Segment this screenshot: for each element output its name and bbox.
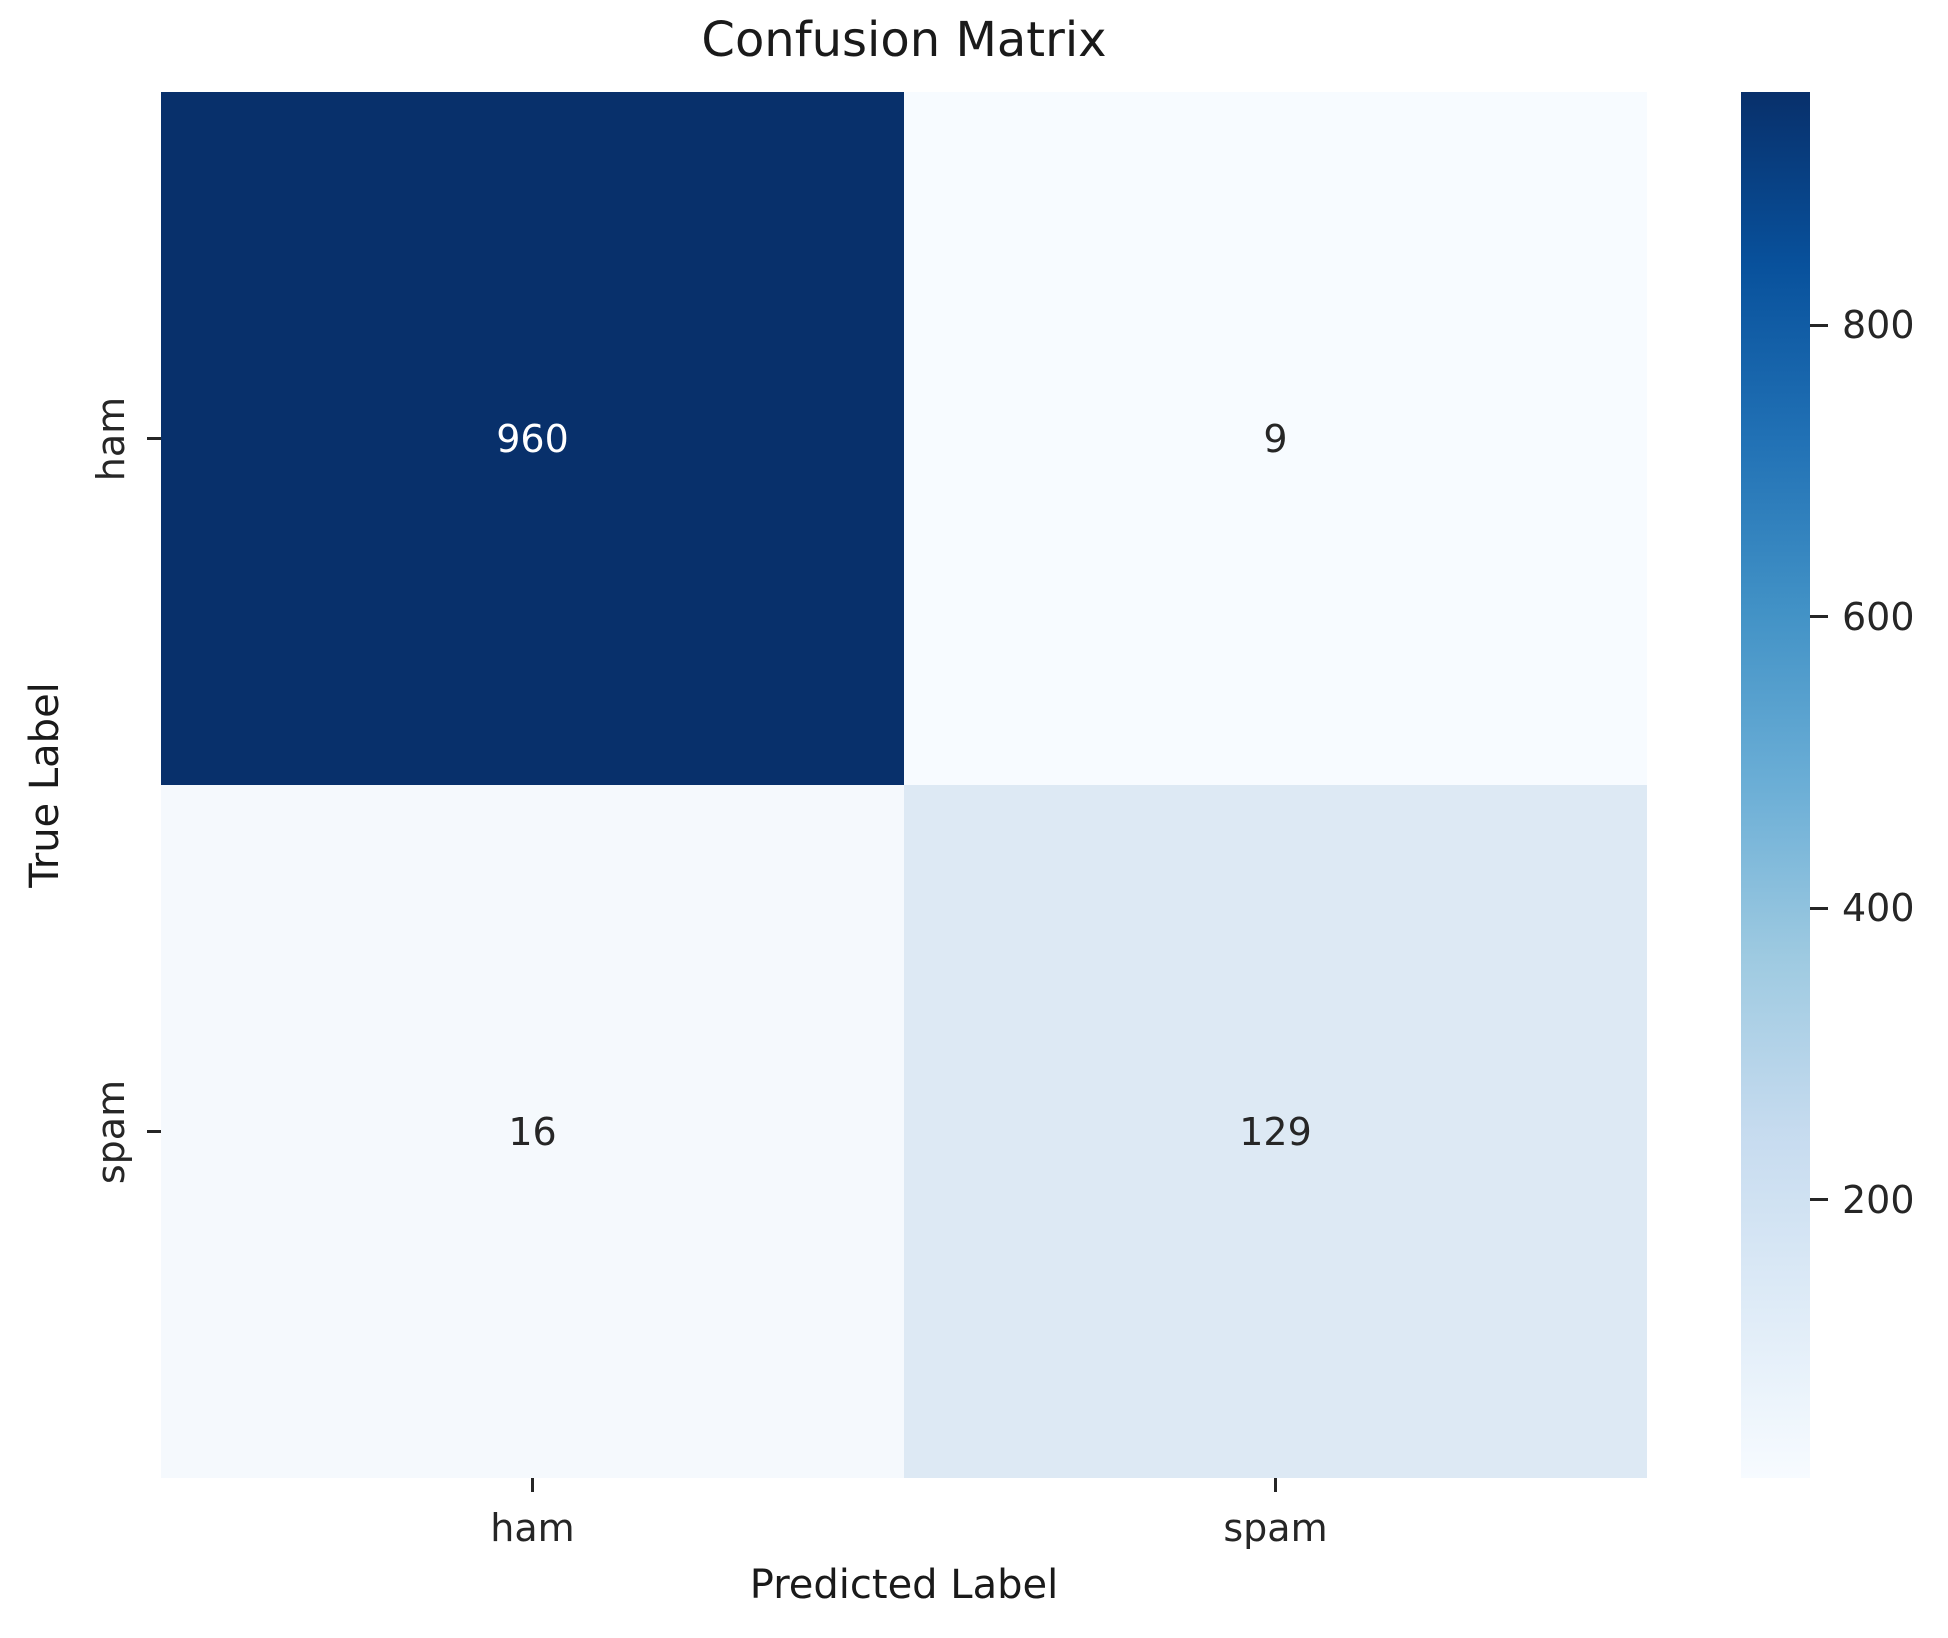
x-tick-mark-spam <box>1274 1478 1277 1492</box>
heatmap-cell-spam-ham: 16 <box>161 785 904 1478</box>
y-tick-mark-ham <box>147 437 161 440</box>
x-tick-label-spam: spam <box>1223 1506 1328 1550</box>
colorbar-tick-mark-600 <box>1810 615 1828 619</box>
heatmap-cell-spam-spam: 129 <box>904 785 1647 1478</box>
x-tick-label-ham: ham <box>490 1506 575 1550</box>
colorbar <box>1741 92 1810 1478</box>
cell-value: 16 <box>508 1109 557 1154</box>
colorbar-tick-mark-800 <box>1810 323 1828 327</box>
cell-value: 9 <box>1263 416 1288 461</box>
colorbar-tick-mark-200 <box>1810 1198 1828 1202</box>
cell-value: 960 <box>496 416 569 461</box>
cell-value: 129 <box>1239 1109 1312 1154</box>
y-axis-label: True Label <box>22 682 68 888</box>
y-tick-mark-spam <box>147 1130 161 1133</box>
y-tick-label-spam: spam <box>89 1079 133 1184</box>
colorbar-tick-label-800: 800 <box>1842 303 1915 348</box>
heatmap-cell-ham-ham: 960 <box>161 92 904 785</box>
colorbar-tick-mark-400 <box>1810 906 1828 910</box>
x-tick-mark-ham <box>531 1478 534 1492</box>
colorbar-tick-label-600: 600 <box>1842 594 1915 639</box>
heatmap-grid: 960 9 16 129 <box>161 92 1647 1478</box>
x-axis-label: Predicted Label <box>749 1562 1059 1608</box>
colorbar-tick-label-400: 400 <box>1842 886 1915 931</box>
colorbar-tick-label-200: 200 <box>1842 1177 1915 1222</box>
heatmap-cell-ham-spam: 9 <box>904 92 1647 785</box>
y-tick-label-ham: ham <box>89 396 133 481</box>
chart-title: Confusion Matrix <box>701 12 1107 68</box>
